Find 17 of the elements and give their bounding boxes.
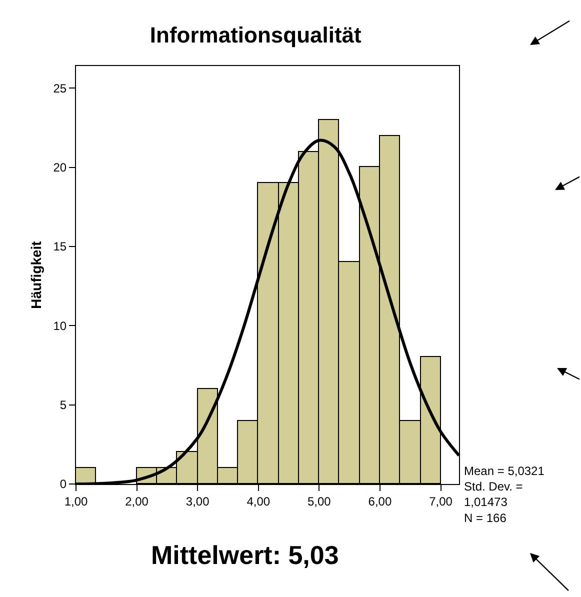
y-tick-label: 0 [60, 477, 67, 492]
x-tick-label: 4,00 [246, 494, 270, 508]
y-tick-label: 10 [53, 318, 67, 333]
y-tick-label: 5 [60, 398, 67, 412]
y-axis-title: Häufigkeit [28, 240, 44, 309]
y-tick-label: 15 [53, 240, 67, 254]
chart-title: Informationsqualität [150, 22, 362, 48]
x-tick-label: 3,00 [186, 494, 210, 508]
x-tick-label: 2,00 [125, 494, 149, 508]
x-tick-label: 7,00 [429, 494, 453, 508]
y-tick-label: 25 [53, 81, 67, 96]
y-tick-label: 20 [53, 160, 67, 175]
x-tick-label: 5,00 [307, 494, 332, 508]
x-tick-label: 6,00 [368, 494, 392, 508]
x-tick-label: 1,00 [64, 494, 88, 508]
text: Mittelwert: 5,03 [151, 540, 339, 570]
text: Mean = 5,0321 Std. Dev. = 1,01473 N = 166 [464, 464, 545, 525]
